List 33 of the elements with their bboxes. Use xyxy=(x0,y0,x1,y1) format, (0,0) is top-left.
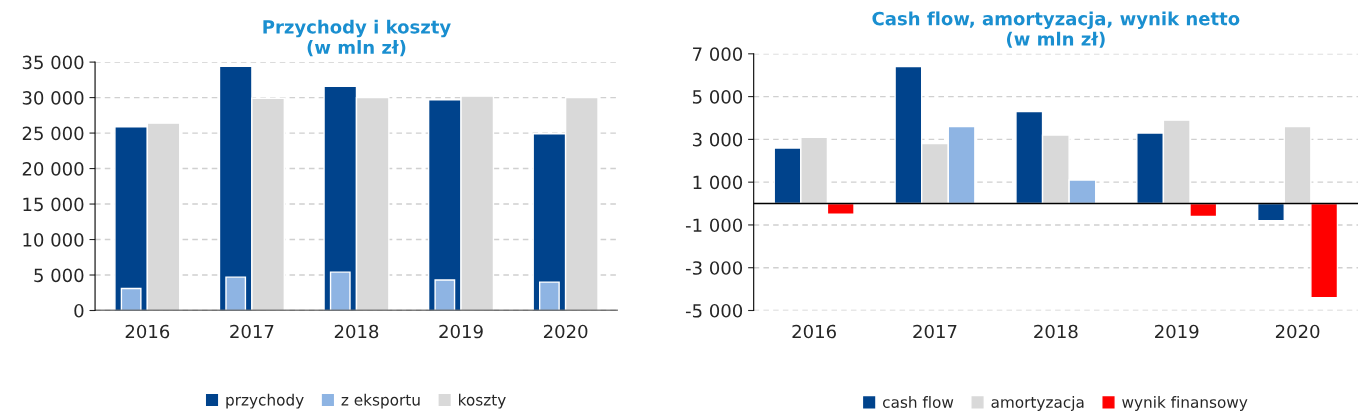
y-tick-label: 20 000 xyxy=(22,162,84,176)
y-tick-label: 3 000 xyxy=(692,132,743,147)
x-tick-label: 2017 xyxy=(230,324,274,339)
y-tick-label: 35 000 xyxy=(22,55,84,70)
y-tick-label: 5 000 xyxy=(34,268,84,283)
x-tick-label: 2019 xyxy=(439,324,483,339)
y-tick-label: -3 000 xyxy=(685,261,743,275)
y-tick-label: 1 000 xyxy=(693,175,743,190)
x-tick-label: 2020 xyxy=(543,324,588,339)
y-tick-label: -1 000 xyxy=(685,218,743,233)
y-tick-label: 0 xyxy=(74,303,84,318)
legend-label: wynik finansowy xyxy=(1122,396,1248,411)
legend-label: przychody xyxy=(226,393,304,409)
y-tick-label: 7 000 xyxy=(693,47,743,61)
y-tick-label: 10 000 xyxy=(23,232,84,247)
chart-title: Przychody i koszty (w mln zł) xyxy=(263,19,451,57)
legend-label: cash flow xyxy=(883,396,954,408)
legend-label: amortyzacja xyxy=(991,396,1084,411)
x-tick-label: 2016 xyxy=(792,324,836,339)
x-tick-label: 2020 xyxy=(1275,324,1320,339)
legend-label: z eksportu xyxy=(341,393,420,409)
x-tick-label: 2017 xyxy=(913,324,957,339)
x-tick-label: 2019 xyxy=(1155,324,1199,339)
chart-title: Cash flow, amortyzacja, wynik netto (w mln zł) xyxy=(872,11,1240,48)
y-tick-label: 15 000 xyxy=(23,197,84,212)
x-tick-label: 2018 xyxy=(1034,324,1078,339)
y-tick-label: -5 000 xyxy=(685,303,743,318)
x-tick-label: 2016 xyxy=(125,324,170,339)
x-tick-label: 2018 xyxy=(334,324,379,339)
y-tick-label: 25 000 xyxy=(22,126,84,141)
y-tick-label: 5 000 xyxy=(692,90,743,104)
legend-label: koszty xyxy=(459,393,506,409)
y-tick-label: 30 000 xyxy=(22,91,84,105)
